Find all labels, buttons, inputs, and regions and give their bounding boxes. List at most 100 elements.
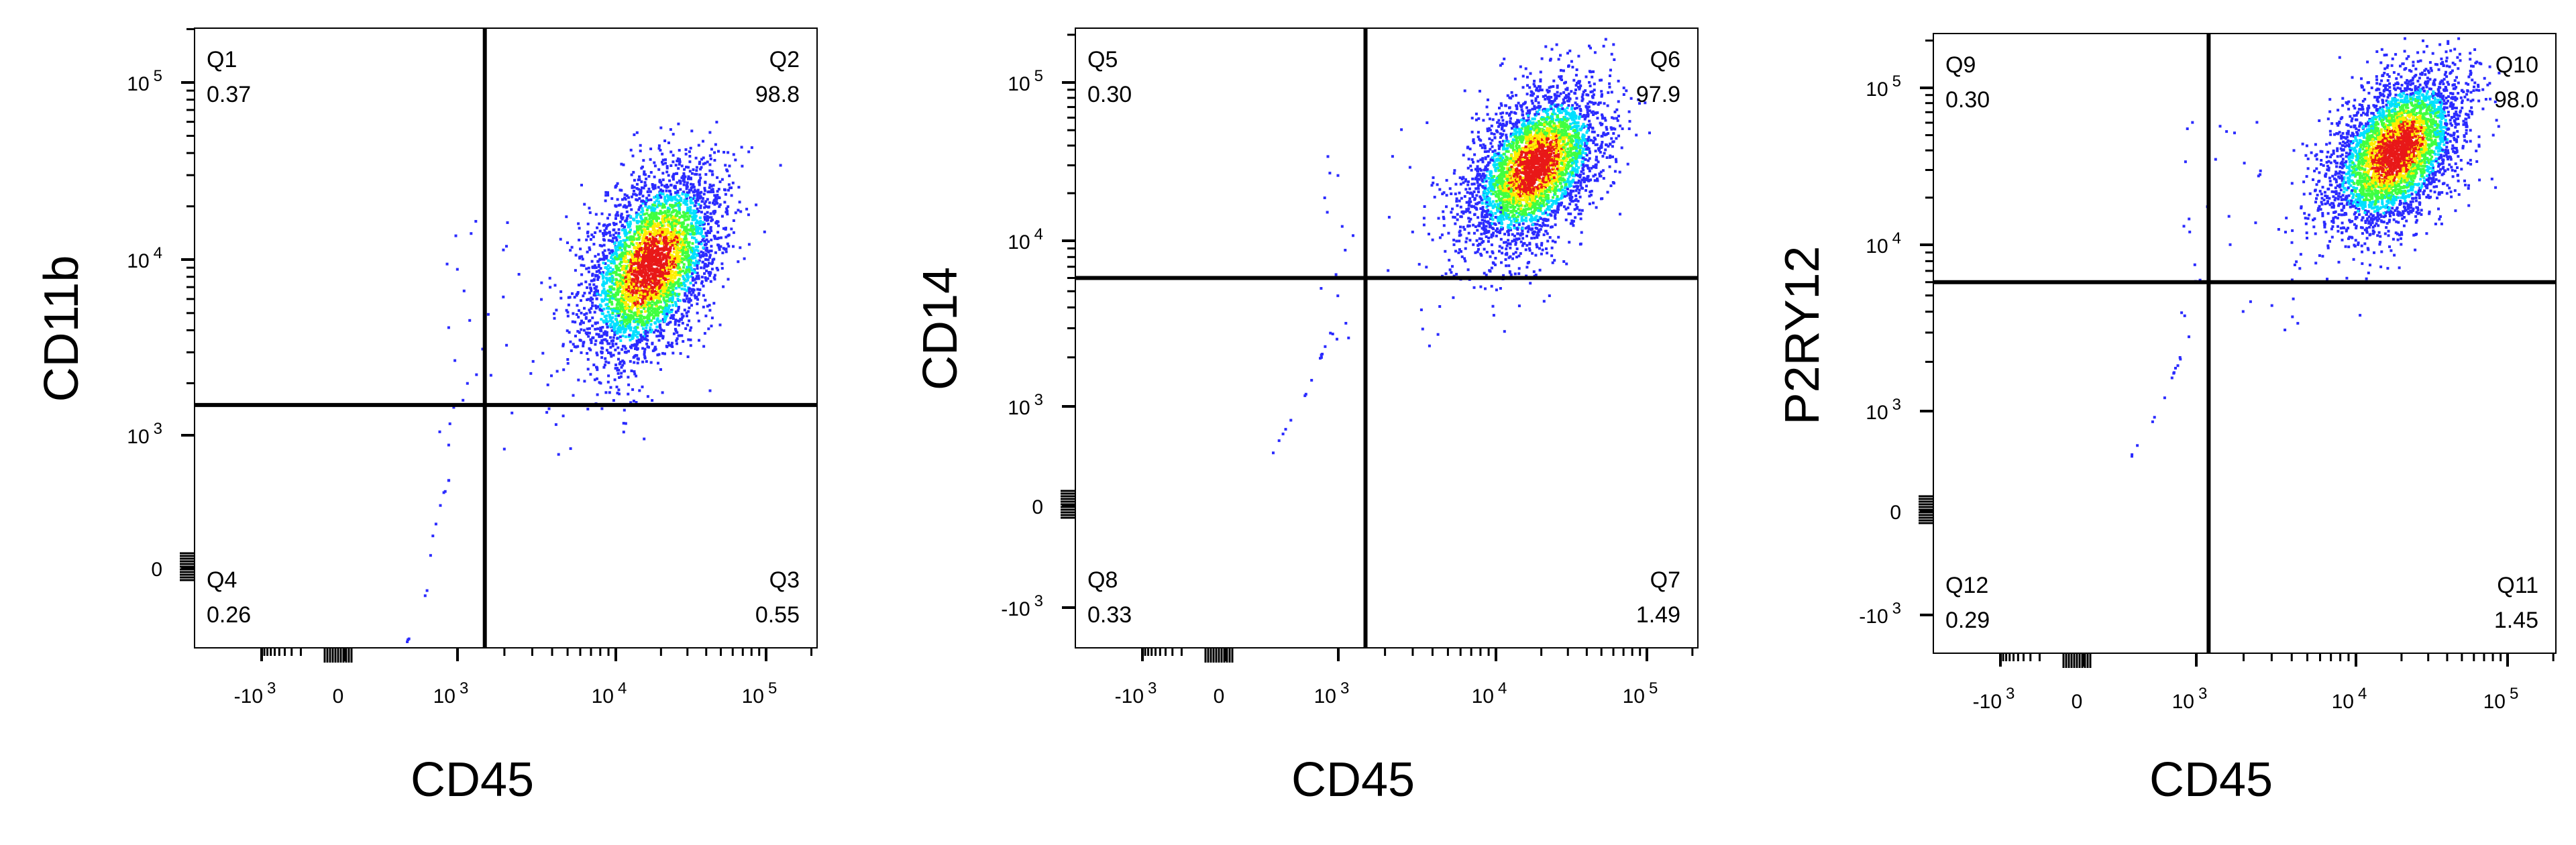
event-dot — [710, 325, 713, 328]
event-dot — [713, 274, 716, 277]
event-dot — [620, 216, 623, 219]
event-dot — [502, 447, 506, 451]
event-dot — [686, 215, 689, 218]
event-dot — [633, 178, 636, 182]
event-dot — [663, 139, 667, 142]
event-dot — [639, 233, 642, 236]
event-dot — [505, 245, 508, 248]
event-dot — [717, 236, 720, 239]
event-dot — [583, 306, 586, 310]
event-dot — [658, 212, 661, 215]
event-dot — [614, 205, 618, 208]
event-dot — [717, 224, 720, 227]
event-dot — [605, 276, 608, 280]
event-dot — [596, 368, 599, 372]
event-dot — [608, 234, 612, 237]
event-dot — [589, 373, 592, 376]
event-dot — [601, 274, 604, 277]
event-dot — [705, 269, 708, 272]
event-dot — [618, 329, 621, 333]
event-dot — [665, 166, 669, 170]
event-dot — [676, 337, 679, 340]
event-dot — [675, 213, 678, 216]
event-dot — [694, 241, 698, 243]
event-dot — [626, 315, 629, 318]
event-dot — [1606, 104, 1609, 107]
event-dot — [1454, 222, 1457, 225]
event-dot — [672, 241, 676, 244]
event-dot — [1534, 274, 1538, 276]
event-dot — [646, 395, 649, 398]
event-dot — [678, 199, 682, 202]
event-dot — [702, 246, 705, 249]
event-dot — [688, 228, 692, 231]
event-dot — [663, 195, 667, 199]
event-dot — [712, 201, 715, 205]
event-dot — [682, 201, 686, 205]
event-dot — [1479, 195, 1482, 199]
event-dot — [617, 314, 621, 317]
event-dot — [696, 225, 700, 229]
event-dot — [1548, 236, 1552, 239]
event-dot — [617, 204, 621, 207]
event-dot — [619, 304, 622, 308]
event-dot — [644, 285, 647, 288]
event-dot — [1568, 158, 1572, 162]
event-dot — [653, 227, 656, 231]
event-dot — [678, 160, 681, 163]
event-dot — [656, 299, 659, 302]
event-dot — [652, 315, 655, 318]
event-dot — [1544, 94, 1547, 97]
event-dot — [1575, 103, 1578, 106]
event-dot — [1493, 154, 1496, 158]
event-dot — [612, 282, 616, 286]
event-dot — [686, 206, 690, 209]
event-dot — [708, 131, 712, 134]
event-dot — [708, 389, 712, 392]
event-dot — [682, 249, 685, 253]
event-dot — [612, 271, 615, 274]
event-dot — [629, 295, 632, 298]
event-dot — [700, 276, 704, 279]
event-dot — [1543, 164, 1546, 168]
event-dot — [623, 193, 627, 196]
event-dot — [1605, 143, 1607, 146]
y-tick-label: 0 — [151, 559, 162, 581]
event-dot — [603, 229, 606, 232]
event-dot — [629, 320, 632, 323]
event-dot — [747, 243, 751, 246]
event-dot — [647, 297, 650, 300]
event-dot — [561, 344, 565, 347]
event-dot — [1575, 149, 1578, 152]
event-dot — [672, 288, 675, 291]
event-dot — [678, 334, 681, 337]
event-dot — [592, 283, 596, 286]
event-dot — [623, 266, 627, 269]
event-dot — [669, 321, 672, 324]
event-dot — [639, 321, 641, 324]
event-dot — [670, 231, 674, 234]
event-dot — [629, 258, 633, 262]
event-dot — [569, 249, 572, 252]
event-dot — [621, 282, 625, 285]
event-dot — [646, 291, 649, 294]
event-dot — [663, 233, 667, 236]
event-dot — [633, 278, 636, 282]
event-dot — [712, 302, 716, 305]
event-dot — [644, 245, 647, 249]
event-dot — [610, 197, 614, 201]
event-dot — [730, 186, 733, 189]
event-dot — [565, 308, 568, 312]
event-dot — [747, 213, 750, 217]
event-dot — [600, 258, 604, 261]
event-dot — [688, 241, 691, 244]
event-dot — [658, 325, 661, 328]
event-dot — [639, 306, 642, 309]
event-dot — [640, 272, 643, 275]
event-dot — [629, 269, 632, 272]
event-dot — [676, 190, 680, 192]
event-dot — [712, 184, 715, 187]
event-dot — [577, 315, 580, 319]
event-dot — [618, 313, 621, 316]
event-dot — [645, 273, 648, 276]
